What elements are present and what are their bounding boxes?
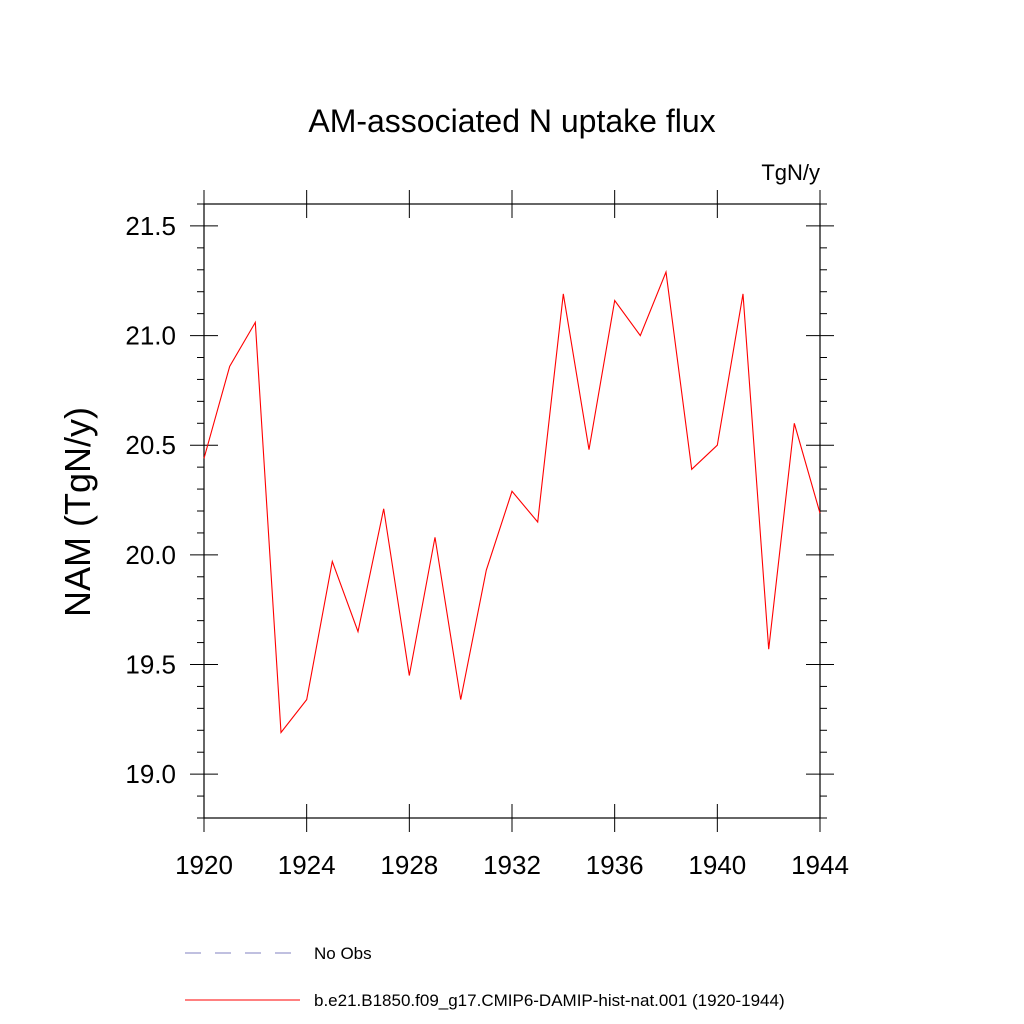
- x-tick-label: 1924: [278, 850, 336, 880]
- x-tick-label: 1944: [791, 850, 849, 880]
- y-axis-label: NAM (TgN/y): [57, 407, 98, 617]
- y-tick-label: 19.5: [125, 650, 176, 680]
- x-tick-label: 1940: [688, 850, 746, 880]
- y-tick-label: 19.0: [125, 759, 176, 789]
- series-lines: [203, 269, 821, 734]
- legend-label-no-obs: No Obs: [314, 944, 372, 963]
- plot-frame: [203, 203, 821, 819]
- legend: No Obs b.e21.B1850.f09_g17.CMIP6-DAMIP-h…: [185, 944, 785, 1010]
- axis-tick-labels: 1920 1924 1928 1932 1936 1940 1944 19.0 19.5 20.0…: [125, 211, 849, 880]
- units-label: TgN/y: [761, 160, 820, 185]
- y-tick-label: 20.5: [125, 430, 176, 460]
- x-tick-label: 1932: [483, 850, 541, 880]
- legend-label-model: b.e21.B1850.f09_g17.CMIP6-DAMIP-hist-nat…: [314, 991, 785, 1010]
- y-tick-label: 21.0: [125, 321, 176, 351]
- x-tick-label: 1920: [175, 850, 233, 880]
- series-line: [203, 269, 821, 734]
- x-tick-label: 1936: [586, 850, 644, 880]
- axis-ticks: [190, 190, 834, 832]
- y-tick-label: 20.0: [125, 540, 176, 570]
- chart-title: AM-associated N uptake flux: [308, 103, 715, 139]
- y-tick-label: 21.5: [125, 211, 176, 241]
- x-tick-label: 1928: [380, 850, 438, 880]
